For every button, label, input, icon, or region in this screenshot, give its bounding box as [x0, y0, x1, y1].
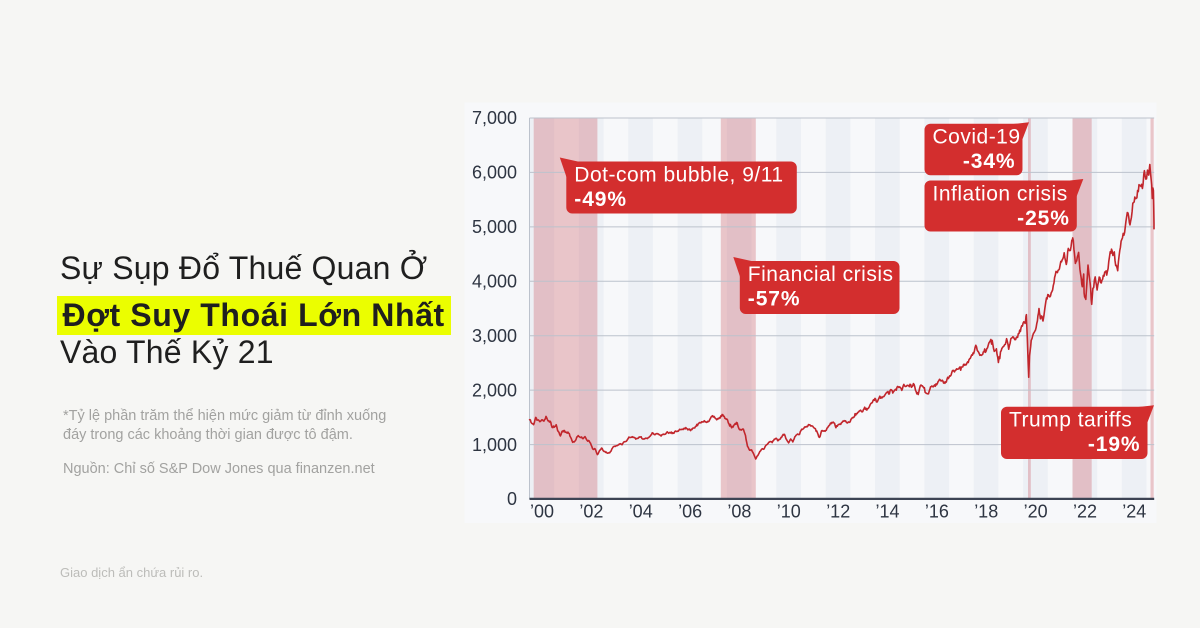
- svg-text:’08: ’08: [727, 502, 751, 522]
- svg-text:2,000: 2,000: [472, 380, 517, 400]
- svg-text:Covid-19: Covid-19: [933, 126, 1021, 149]
- svg-text:’04: ’04: [629, 502, 653, 522]
- svg-text:1,000: 1,000: [472, 435, 517, 455]
- svg-text:Dot-com bubble, 9/11: Dot-com bubble, 9/11: [574, 163, 783, 186]
- svg-text:Financial crisis: Financial crisis: [748, 263, 894, 286]
- svg-text:’18: ’18: [974, 502, 998, 522]
- svg-text:5,000: 5,000: [472, 217, 517, 237]
- svg-text:7,000: 7,000: [472, 108, 517, 128]
- svg-text:’24: ’24: [1122, 502, 1146, 522]
- svg-text:’22: ’22: [1073, 502, 1097, 522]
- svg-text:Trump tariffs: Trump tariffs: [1009, 409, 1132, 432]
- svg-text:’14: ’14: [876, 502, 900, 522]
- svg-text:0: 0: [507, 489, 517, 509]
- svg-text:-34%: -34%: [963, 150, 1016, 173]
- svg-text:6,000: 6,000: [472, 163, 517, 183]
- svg-text:-57%: -57%: [748, 287, 801, 310]
- svg-text:3,000: 3,000: [472, 326, 517, 346]
- svg-text:-19%: -19%: [1088, 433, 1141, 456]
- svg-text:Inflation crisis: Inflation crisis: [933, 182, 1068, 205]
- svg-text:’16: ’16: [925, 502, 949, 522]
- svg-text:’20: ’20: [1024, 502, 1048, 522]
- svg-text:’06: ’06: [678, 502, 702, 522]
- svg-text:-25%: -25%: [1017, 207, 1070, 230]
- svg-text:’00: ’00: [530, 502, 554, 522]
- svg-text:’10: ’10: [777, 502, 801, 522]
- svg-text:4,000: 4,000: [472, 272, 517, 292]
- svg-text:-49%: -49%: [574, 188, 627, 211]
- svg-text:’02: ’02: [579, 502, 603, 522]
- svg-text:’12: ’12: [826, 502, 850, 522]
